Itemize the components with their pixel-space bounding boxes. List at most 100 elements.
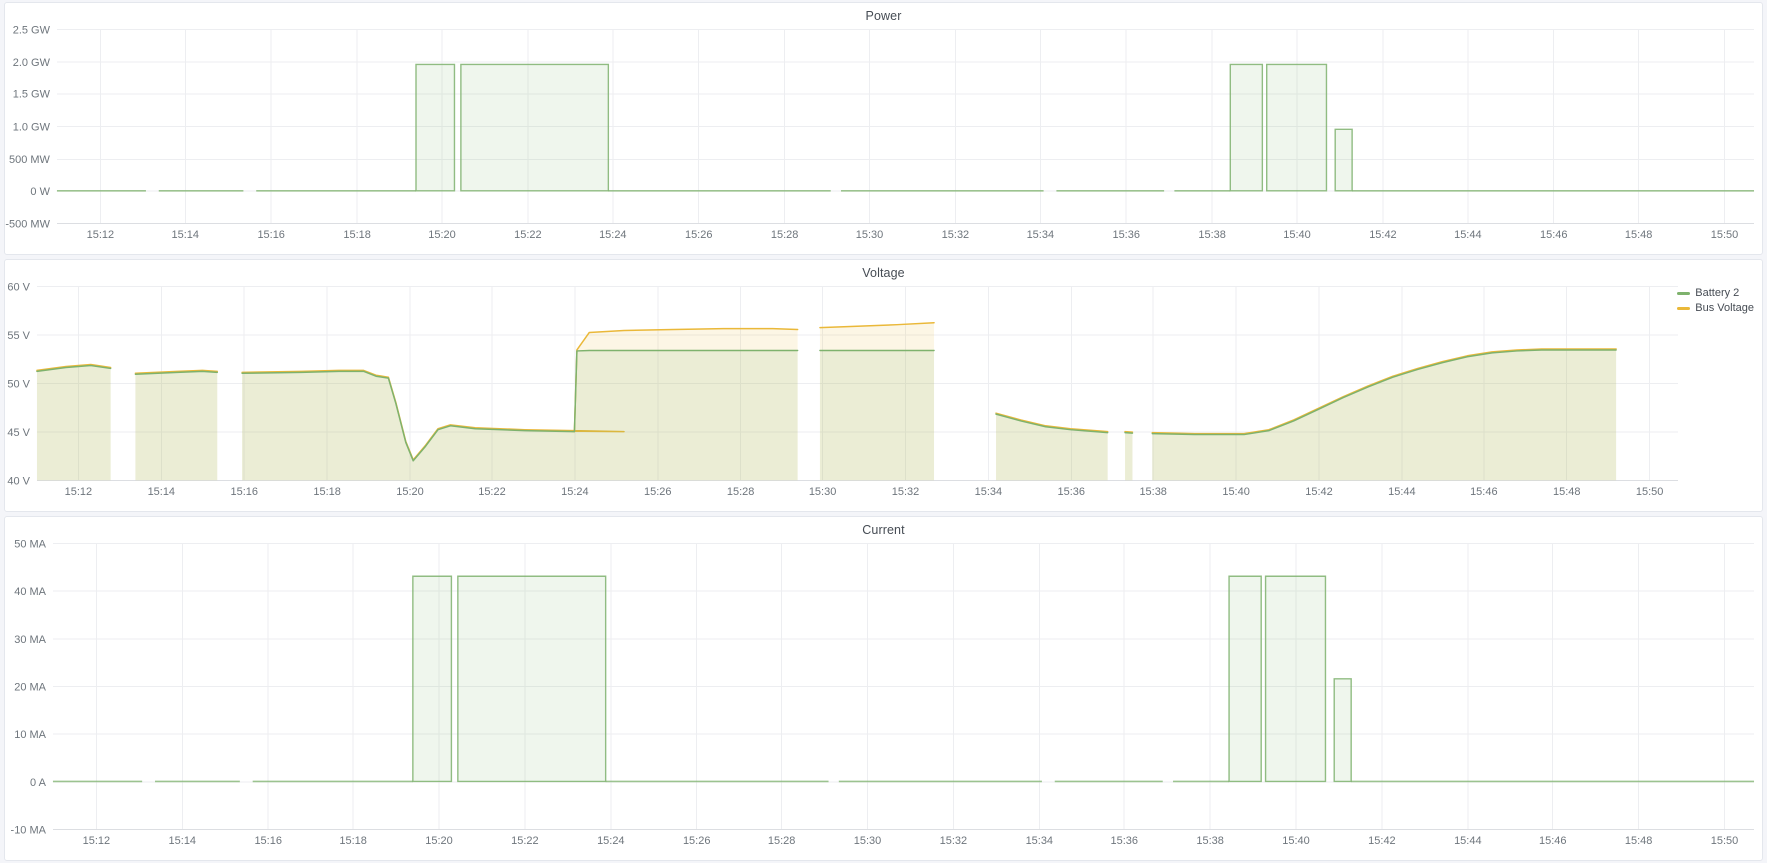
panel-title-current: Current: [862, 523, 905, 537]
y-axis-tick-label: 45 V: [7, 427, 30, 439]
x-axis-tick-label: 15:22: [511, 835, 538, 847]
x-axis-tick-label: 15:18: [343, 229, 370, 241]
x-axis-tick-label: 15:26: [683, 835, 710, 847]
series-battery-2: [36, 349, 1617, 481]
y-axis-tick-label: 40 MA: [14, 586, 46, 598]
x-axis-tick-label: 15:26: [644, 486, 671, 498]
y-axis-tick-label: 1.0 GW: [13, 122, 51, 134]
panel-current[interactable]: Current 50 MA 40 MA 30 MA 20 MA 10 MA 0 A -10 …: [4, 516, 1763, 861]
y-axis-tick-label: 50 MA: [14, 538, 46, 550]
x-axis-tick-label: 15:42: [1369, 229, 1396, 241]
y-axis-tick-label: 500 MW: [9, 154, 51, 166]
x-axis-tick-label: 15:22: [514, 229, 541, 241]
y-axis-tick-label: 0 W: [30, 186, 50, 198]
panel-title-power: Power: [865, 9, 902, 23]
y-axis-tick-label: 0 A: [30, 777, 47, 789]
y-axis-tick-label: 2.5 GW: [13, 24, 51, 36]
x-axis-tick-label: 15:46: [1540, 229, 1567, 241]
x-axis-tick-label: 15:38: [1196, 835, 1223, 847]
x-axis-tick-label: 15:38: [1139, 486, 1166, 498]
x-axis-tick-label: 15:36: [1058, 486, 1085, 498]
x-axis-tick-label: 15:30: [854, 835, 881, 847]
x-axis-tick-label: 15:32: [942, 229, 969, 241]
x-axis-tick-label: 15:20: [428, 229, 455, 241]
legend-item-label: Battery 2: [1695, 287, 1740, 299]
x-axis-tick-label: 15:30: [856, 229, 883, 241]
x-axis-tick-label: 15:24: [599, 229, 626, 241]
plot-area-voltage[interactable]: 60 V 55 V 50 V 45 V 40 V 15:12 15:14 15:16 15:18…: [5, 260, 1762, 511]
y-axis-tick-label: 20 MA: [14, 682, 46, 694]
y-axis-tick-label: 60 V: [7, 281, 30, 293]
x-axis-tick-label: 15:20: [425, 835, 452, 847]
x-axis-tick-label: 15:42: [1305, 486, 1332, 498]
legend-item-label: Bus Voltage: [1695, 302, 1754, 314]
x-axis-tick-label: 15:34: [975, 486, 1002, 498]
x-axis-tick-label: 15:42: [1368, 835, 1395, 847]
x-axis-tick-label: 15:44: [1388, 486, 1415, 498]
plot-area-power[interactable]: 2.5 GW 2.0 GW 1.5 GW 1.0 GW 500 MW 0 W -500 MW…: [5, 3, 1762, 254]
panel-title-voltage: Voltage: [862, 266, 905, 280]
x-axis-tick-label: 15:50: [1711, 229, 1738, 241]
x-axis-tick-label: 15:38: [1198, 229, 1225, 241]
x-axis-tick-label: 15:18: [339, 835, 366, 847]
x-axis-tick-label: 15:22: [478, 486, 505, 498]
x-axis-tick-label: 15:12: [87, 229, 114, 241]
x-axis-tick-label: 15:34: [1027, 229, 1054, 241]
y-axis-tick-label: 10 MA: [14, 729, 46, 741]
series-battery-2: [415, 63, 1353, 192]
x-axis-tick-label: 15:18: [313, 486, 340, 498]
legend-item-battery-2[interactable]: Battery 2: [1677, 286, 1754, 301]
x-axis-tick-label: 15:30: [809, 486, 836, 498]
x-axis-tick-label: 15:32: [940, 835, 967, 847]
panel-power[interactable]: Power 2.5 GW 2.0 GW 1.5 GW 1.0 GW 500 MW 0 W -…: [4, 2, 1763, 255]
x-axis-tick-label: 15:46: [1470, 486, 1497, 498]
x-axis-tick-label: 15:14: [172, 229, 199, 241]
x-axis-tick-label: 15:48: [1625, 229, 1652, 241]
x-axis-tick-label: 15:32: [892, 486, 919, 498]
x-axis-tick-label: 15:50: [1636, 486, 1663, 498]
x-axis-tick-label: 15:16: [254, 835, 281, 847]
panel-voltage[interactable]: Voltage 60 V 55 V 50 V 45 V 40 V 15:12 15:14 15…: [4, 259, 1763, 512]
y-axis-tick-label: -500 MW: [5, 219, 50, 231]
x-axis-tick-label: 15:48: [1625, 835, 1652, 847]
x-axis-tick-label: 15:40: [1282, 835, 1309, 847]
x-axis-tick-label: 15:34: [1026, 835, 1053, 847]
plot-area-current[interactable]: 50 MA 40 MA 30 MA 20 MA 10 MA 0 A -10 MA 15:12 1…: [5, 517, 1762, 860]
x-axis-tick-label: 15:40: [1222, 486, 1249, 498]
x-axis-tick-label: 15:36: [1110, 835, 1137, 847]
x-axis-tick-label: 15:28: [768, 835, 795, 847]
y-axis-tick-label: 40 V: [7, 476, 30, 488]
x-axis-tick-label: 15:20: [396, 486, 423, 498]
x-axis-tick-label: 15:48: [1553, 486, 1580, 498]
chart-current: 50 MA 40 MA 30 MA 20 MA 10 MA 0 A -10 MA 15:12 1…: [11, 538, 1755, 847]
x-axis-tick-label: 15:12: [65, 486, 92, 498]
x-axis-tick-label: 15:16: [257, 229, 284, 241]
x-axis-tick-label: 15:44: [1454, 835, 1481, 847]
x-axis-tick-label: 15:28: [771, 229, 798, 241]
x-axis-tick-label: 15:26: [685, 229, 712, 241]
y-axis-tick-label: 50 V: [7, 379, 30, 391]
legend-item-bus-voltage[interactable]: Bus Voltage: [1677, 301, 1754, 316]
x-axis-tick-label: 15:36: [1112, 229, 1139, 241]
y-axis-tick-label: 55 V: [7, 330, 30, 342]
x-axis-tick-label: 15:14: [169, 835, 196, 847]
y-axis-tick-label: 2.0 GW: [13, 57, 51, 69]
x-axis-tick-label: 15:16: [230, 486, 257, 498]
x-axis-tick-label: 15:24: [597, 835, 624, 847]
chart-power: 2.5 GW 2.0 GW 1.5 GW 1.0 GW 500 MW 0 W -500 MW…: [5, 24, 1755, 241]
x-axis-tick-label: 15:12: [83, 835, 110, 847]
x-axis-tick-label: 15:44: [1454, 229, 1481, 241]
x-axis-tick-label: 15:50: [1711, 835, 1738, 847]
y-axis-tick-label: 30 MA: [14, 634, 46, 646]
y-axis-tick-label: 1.5 GW: [13, 89, 51, 101]
x-axis-tick-label: 15:24: [561, 486, 588, 498]
legend-color-swatch-icon: [1677, 292, 1691, 295]
legend-color-swatch-icon: [1677, 307, 1691, 310]
series-battery-2: [412, 575, 1352, 783]
x-axis-tick-label: 15:28: [727, 486, 754, 498]
x-axis-tick-label: 15:40: [1283, 229, 1310, 241]
y-axis-tick-label: -10 MA: [11, 825, 47, 837]
legend-voltage[interactable]: Battery 2 Bus Voltage: [1677, 286, 1754, 316]
chart-voltage: 60 V 55 V 50 V 45 V 40 V 15:12 15:14 15:16 15:18…: [7, 281, 1679, 498]
